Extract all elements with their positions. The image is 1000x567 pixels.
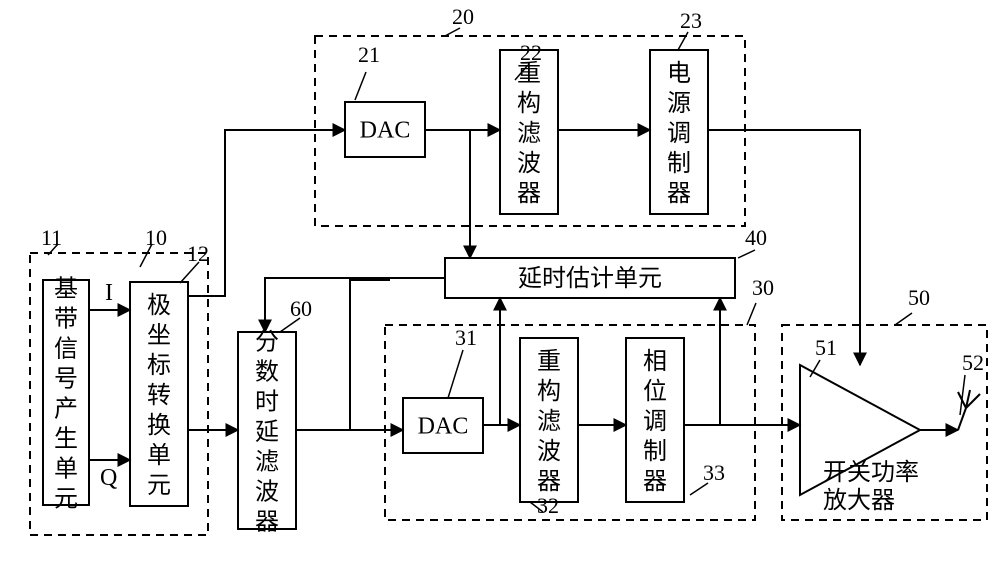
- label-b40: 延时估计单元: [518, 265, 662, 292]
- label-b22: 波: [517, 150, 541, 177]
- label-b23: 器: [667, 181, 691, 207]
- ref-b32: 32: [537, 493, 559, 518]
- label-b60: 延: [255, 419, 279, 446]
- label-b11: 号: [54, 367, 78, 393]
- label-b22: 滤: [517, 120, 541, 147]
- arrow-7: [708, 130, 860, 365]
- label-b33: 调: [643, 408, 667, 435]
- label-b60: 时: [255, 389, 279, 416]
- label-b60: 数: [255, 359, 279, 386]
- label-b33: 制: [643, 438, 667, 465]
- label-b11: 产: [54, 396, 78, 423]
- label-b11: 生: [54, 426, 78, 453]
- label-b33: 相: [643, 348, 667, 375]
- ref-g10: 10: [145, 225, 167, 250]
- label-b32: 重: [537, 348, 561, 375]
- ref-b52: 52: [962, 350, 984, 375]
- label-b23: 电: [667, 60, 691, 87]
- ref-g30: 30: [752, 275, 774, 300]
- lead-9: [747, 303, 756, 325]
- label-b60: 分: [255, 329, 279, 356]
- antenna: [958, 408, 966, 430]
- signal-Q: Q: [100, 465, 117, 491]
- block-diagram: 10203050基带信号产生单元11极坐标转换单元12分数时延滤波器60DAC2…: [0, 0, 1000, 567]
- label-b11: 基: [54, 276, 78, 303]
- label-b12: 标: [147, 352, 171, 379]
- lead-8: [738, 250, 755, 258]
- label-b60: 器: [255, 510, 279, 536]
- lead-15: [960, 375, 965, 415]
- label-b11: 元: [54, 487, 78, 513]
- signal-I: I: [105, 280, 113, 306]
- ref-b11: 11: [41, 225, 62, 250]
- label-b11: 带: [54, 306, 78, 333]
- ref-b23: 23: [680, 8, 702, 33]
- lead-13: [690, 483, 708, 495]
- label-b32: 构: [537, 378, 561, 405]
- lead-7: [678, 32, 688, 50]
- label-b12: 换: [147, 412, 171, 439]
- lead-11: [448, 350, 463, 398]
- label-amp: 开关功率: [823, 459, 919, 486]
- label-b12: 单: [147, 442, 171, 469]
- label-amp: 放大器: [823, 487, 895, 514]
- label-b60: 波: [255, 479, 279, 506]
- ref-b21: 21: [358, 42, 380, 67]
- label-b33: 器: [643, 469, 667, 495]
- label-b23: 源: [667, 90, 691, 117]
- label-b12: 极: [147, 292, 171, 319]
- ref-b22: 22: [520, 40, 542, 65]
- ref-g20: 20: [452, 4, 474, 29]
- label-b22: 构: [517, 90, 541, 117]
- label-b23: 制: [667, 150, 691, 177]
- label-b33: 位: [643, 378, 667, 405]
- label-b31: DAC: [418, 414, 469, 440]
- label-b32: 器: [537, 469, 561, 495]
- label-b23: 调: [667, 120, 691, 147]
- label-b11: 信: [54, 336, 78, 363]
- label-b12: 转: [147, 382, 171, 409]
- label-b22: 器: [517, 181, 541, 207]
- ref-g50: 50: [908, 285, 930, 310]
- label-b12: 元: [147, 473, 171, 499]
- label-b60: 滤: [255, 449, 279, 476]
- ref-b51: 51: [815, 335, 837, 360]
- ref-b40: 40: [745, 225, 767, 250]
- label-b32: 波: [537, 438, 561, 465]
- label-b21: DAC: [360, 118, 411, 144]
- ref-b33: 33: [703, 460, 725, 485]
- arrow-2: [188, 130, 345, 296]
- ref-b31: 31: [455, 325, 477, 350]
- lead-4: [355, 72, 366, 100]
- ref-b60: 60: [290, 296, 312, 321]
- label-b11: 单: [54, 456, 78, 483]
- lead-10: [895, 313, 912, 325]
- label-b12: 坐: [147, 322, 171, 349]
- label-b32: 滤: [537, 408, 561, 435]
- lead-5: [445, 28, 460, 36]
